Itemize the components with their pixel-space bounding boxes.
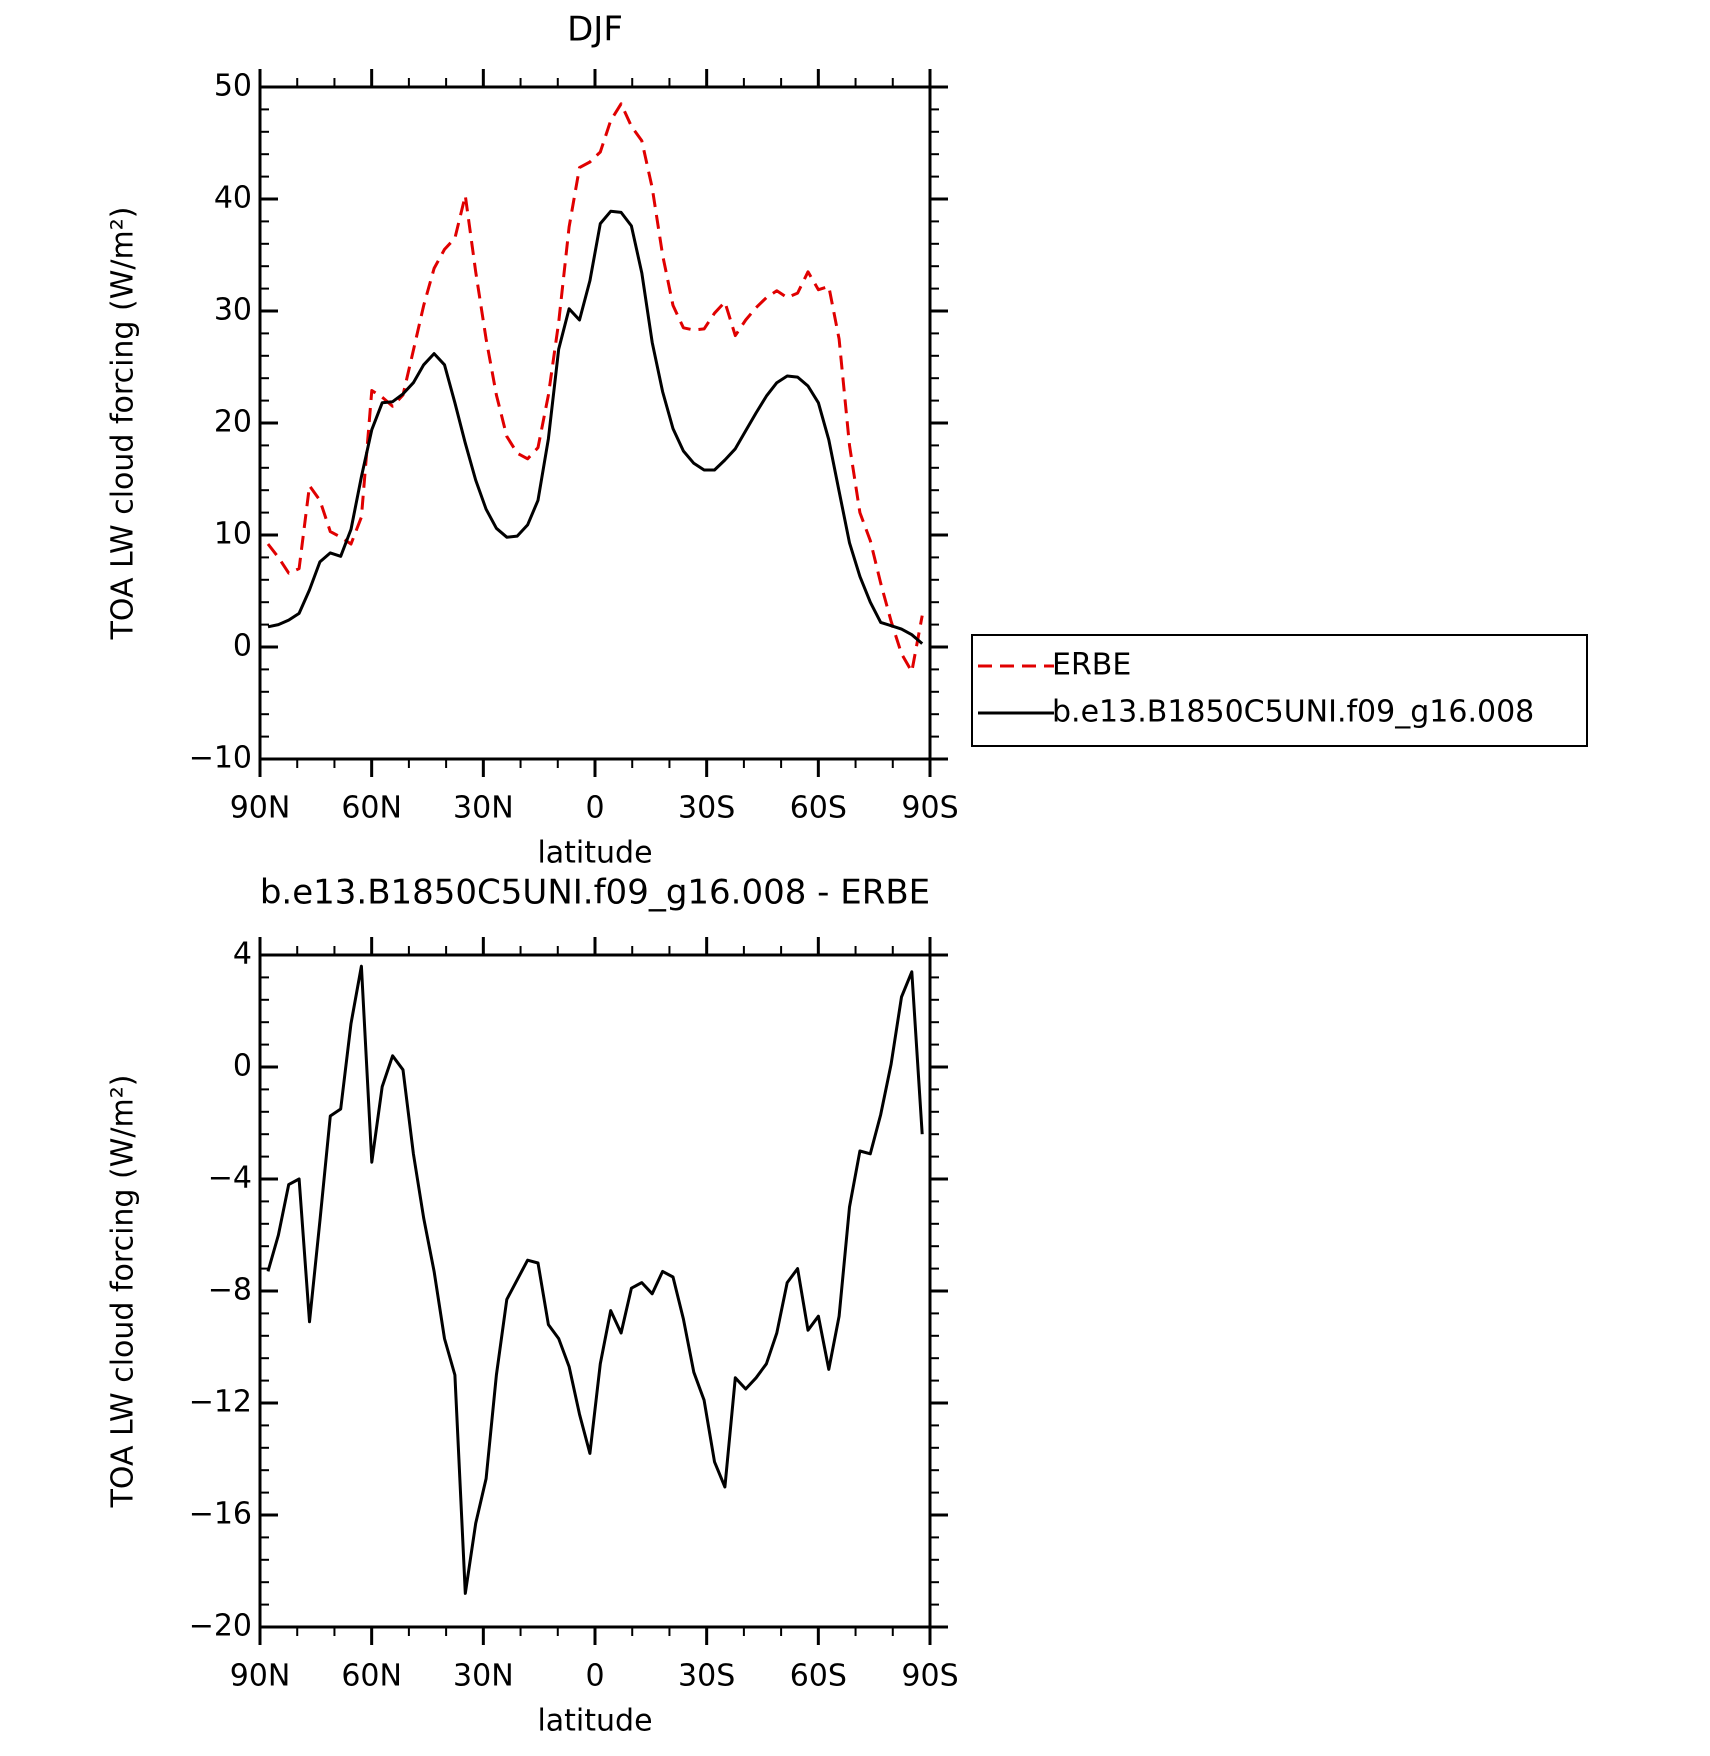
y-axis-label: TOA LW cloud forcing (W/m²) (106, 207, 141, 641)
y-tick-label: 0 (233, 629, 252, 664)
y-tick-label: 30 (214, 293, 252, 328)
x-tick-label: 0 (585, 1659, 604, 1694)
x-tick-label: 30N (453, 791, 514, 826)
x-tick-label: 30S (678, 1659, 735, 1694)
legend-label: ERBE (1052, 648, 1131, 683)
x-tick-label: 90S (901, 791, 958, 826)
y-tick-label: 40 (214, 181, 252, 216)
x-tick-label: 30S (678, 791, 735, 826)
chart-title: b.e13.B1850C5UNI.f09_g16.008 - ERBE (260, 873, 930, 913)
x-tick-label: 30N (453, 1659, 514, 1694)
y-tick-label: −20 (189, 1609, 252, 1644)
data-line (267, 209, 924, 645)
x-tick-label: 90N (230, 791, 291, 826)
y-tick-label: −4 (208, 1161, 252, 1196)
x-tick-label: 90N (230, 1659, 291, 1694)
x-tick-label: 60S (790, 791, 847, 826)
data-line (266, 102, 924, 674)
legend-label: b.e13.B1850C5UNI.f09_g16.008 (1052, 695, 1534, 730)
data-line (266, 964, 924, 1595)
y-tick-label: −16 (189, 1497, 252, 1532)
x-tick-label: 60N (341, 791, 402, 826)
y-tick-label: 20 (214, 405, 252, 440)
plot-frame (258, 85, 932, 761)
y-tick-label: 50 (214, 69, 252, 104)
x-tick-label: 90S (901, 1659, 958, 1694)
y-axis-label: TOA LW cloud forcing (W/m²) (106, 1075, 141, 1509)
x-tick-label: 60N (341, 1659, 402, 1694)
x-axis-label: latitude (537, 836, 652, 871)
x-tick-label: 60S (790, 1659, 847, 1694)
y-tick-label: −8 (208, 1273, 252, 1308)
y-tick-label: −12 (189, 1385, 252, 1420)
x-tick-label: 0 (585, 791, 604, 826)
legend-box (971, 634, 1588, 747)
plot-frame (258, 953, 932, 1629)
y-tick-label: 4 (233, 937, 252, 972)
y-tick-label: 0 (233, 1049, 252, 1084)
x-axis-label: latitude (537, 1704, 652, 1739)
y-tick-label: 10 (214, 517, 252, 552)
chart-title: DJF (567, 10, 623, 50)
y-tick-label: −10 (189, 741, 252, 776)
